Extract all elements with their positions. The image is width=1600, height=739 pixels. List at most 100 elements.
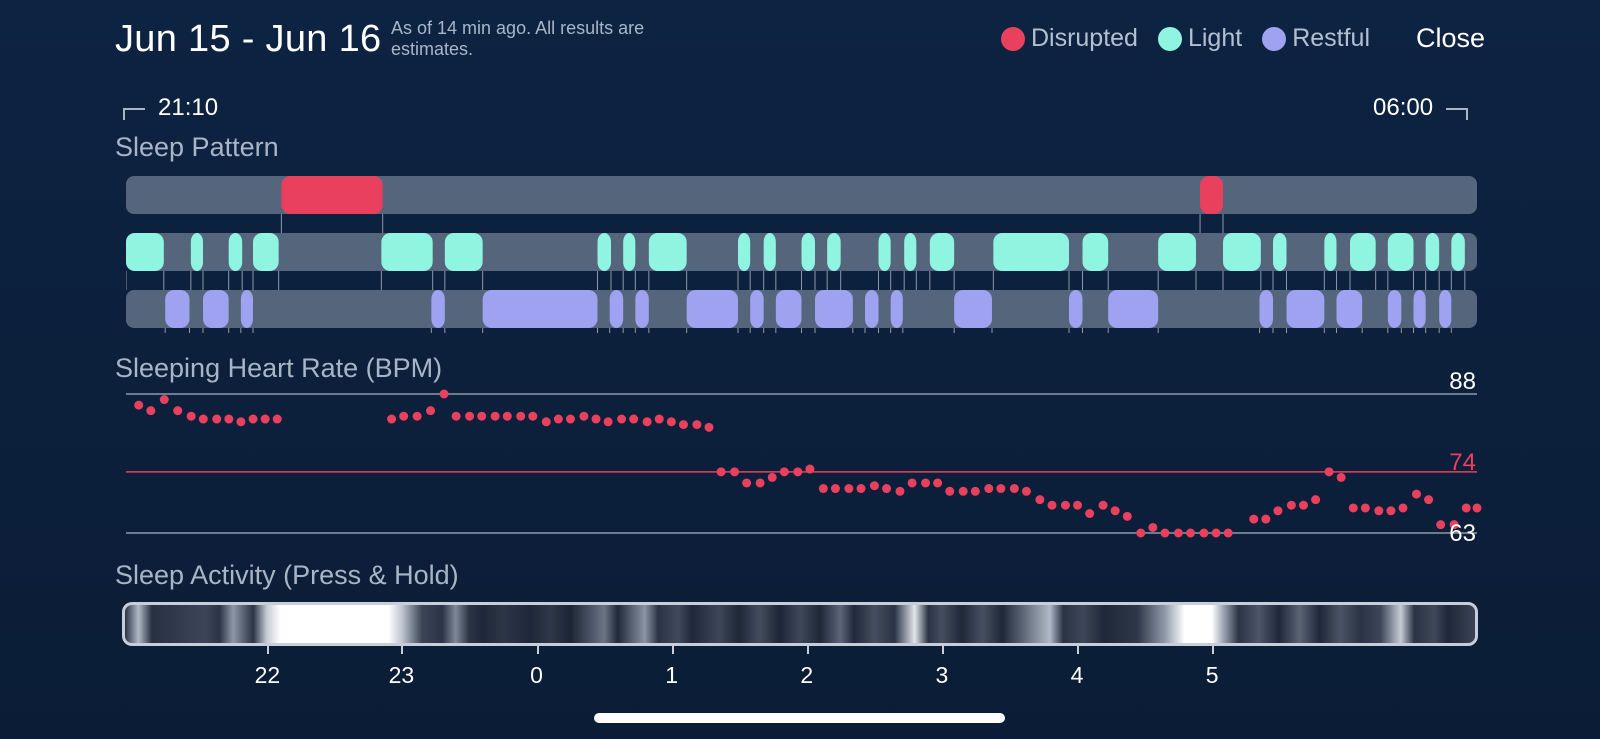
light-segment [648, 233, 687, 271]
hr-point [1324, 467, 1334, 477]
restful-segment [890, 290, 903, 328]
hr-point [1073, 500, 1083, 510]
hr-point [767, 472, 777, 482]
heart-rate-chart [126, 389, 1482, 538]
hr-point [642, 417, 652, 427]
restful-segment [203, 290, 229, 328]
restful-segment [1439, 290, 1452, 328]
hr-point [1223, 528, 1233, 538]
hr-point [134, 400, 144, 410]
hr-point [716, 467, 726, 477]
hr-point [921, 478, 931, 488]
light-segment [827, 233, 841, 271]
hr-point [856, 484, 866, 494]
hr-point [1199, 528, 1209, 538]
activity-label: Sleep Activity (Press & Hold) [115, 560, 459, 590]
light-segment [1223, 233, 1261, 271]
restful-segment [1068, 290, 1083, 328]
legend-restful: Restful [1262, 24, 1370, 53]
hr-point [692, 420, 702, 430]
start-time: 21:10 [158, 94, 219, 121]
hr-point [1424, 495, 1434, 505]
hr-point [579, 411, 589, 421]
hr-point [1336, 472, 1346, 482]
restful-segment [1108, 290, 1159, 328]
end-time: 06:00 [1373, 94, 1434, 121]
light-segment [1324, 233, 1337, 271]
disrupted-segment [1200, 176, 1224, 214]
sleep-pattern-chart[interactable] [126, 176, 1477, 333]
hr-point [1060, 500, 1070, 510]
tick-mark [941, 646, 944, 654]
legend-disrupted: Disrupted [1000, 24, 1138, 53]
hr-point [779, 467, 789, 477]
hr-point [1085, 509, 1095, 519]
hr-point [945, 486, 955, 496]
light-segment [1272, 233, 1287, 271]
hr-point [1411, 489, 1421, 499]
hr-point [603, 417, 613, 427]
hr-point [412, 411, 422, 421]
hr-point [1461, 503, 1471, 513]
hr-point [970, 486, 980, 496]
hr-point [159, 395, 169, 405]
hr-point [236, 417, 246, 427]
tick-mark [671, 646, 674, 654]
hr-point [1047, 500, 1057, 510]
tick-mark [401, 646, 404, 654]
hr-point [260, 414, 270, 424]
hr-point [1348, 503, 1358, 513]
home-indicator[interactable] [594, 713, 1005, 723]
restful-segment [1413, 290, 1426, 328]
hr-point [553, 414, 563, 424]
hr-point [477, 411, 487, 421]
hr-avg-label: 74 [1449, 449, 1476, 476]
hr-point [186, 411, 196, 421]
hr-point [805, 464, 815, 474]
light-dot-icon [1157, 26, 1182, 51]
restful-segment [954, 290, 992, 328]
close-button[interactable]: Close [1415, 23, 1485, 53]
hr-point [198, 414, 208, 424]
light-segment [1158, 233, 1196, 271]
restful-segment [635, 290, 649, 328]
hr-point [439, 389, 449, 399]
restful-segment [240, 290, 253, 328]
light-segment [228, 233, 243, 271]
tick-label: 0 [530, 662, 543, 688]
hr-point [591, 414, 601, 424]
hr-point [1273, 506, 1283, 516]
header-subtitle: As of 14 min ago. All results are estima… [391, 18, 645, 59]
tick-label: 2 [800, 662, 814, 688]
hr-point [1110, 506, 1120, 516]
tick-mark [1077, 646, 1080, 654]
tick-mark [267, 646, 270, 654]
hr-point [1436, 520, 1446, 530]
light-segment [801, 233, 816, 271]
hr-point [146, 406, 156, 416]
start-bracket-icon [123, 108, 145, 120]
hr-point [1122, 511, 1132, 521]
restful-segment [431, 290, 445, 328]
hr-point [173, 406, 183, 416]
tick-mark [1212, 646, 1215, 654]
light-segment [444, 233, 483, 271]
pattern-track-0 [126, 176, 1477, 214]
hr-point [869, 481, 879, 491]
disrupted-dot-icon [1000, 26, 1025, 51]
restful-dot-icon [1262, 26, 1287, 51]
hr-point [830, 484, 840, 494]
end-bracket-icon [1446, 108, 1468, 120]
tick-label: 22 [254, 662, 281, 688]
hr-max-label: 88 [1449, 368, 1476, 395]
light-segment [1350, 233, 1376, 271]
restful-segment [750, 290, 764, 328]
restful-segment [1286, 290, 1325, 328]
light-segment [252, 233, 279, 271]
activity-bar[interactable] [122, 602, 1478, 646]
hr-point [387, 414, 397, 424]
legend: Disrupted Light Restful [1000, 24, 1370, 53]
restful-segment [775, 290, 802, 328]
hr-point [1035, 495, 1045, 505]
hr-point [272, 414, 282, 424]
